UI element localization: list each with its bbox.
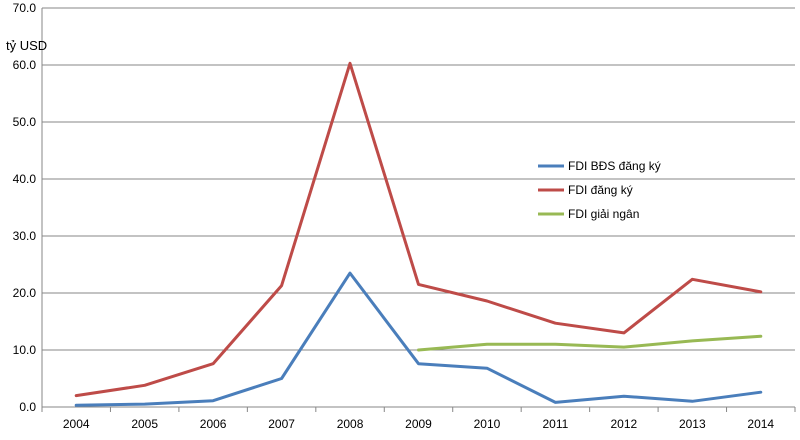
legend-label: FDI đăng ký xyxy=(568,183,633,197)
gridlines xyxy=(42,7,795,351)
y-tick-label: 20.0 xyxy=(13,286,37,300)
x-tick-label: 2013 xyxy=(679,417,706,431)
x-tick-label: 2004 xyxy=(63,417,90,431)
x-tick-label: 2012 xyxy=(611,417,638,431)
x-tick-label: 2005 xyxy=(131,417,158,431)
x-tick-label: 2006 xyxy=(200,417,227,431)
unit-label: tỷ USD xyxy=(6,38,47,53)
x-tick-label: 2007 xyxy=(268,417,295,431)
x-tick-label: 2008 xyxy=(337,417,364,431)
y-tick-label: 0.0 xyxy=(19,400,36,414)
y-tick-label: 70.0 xyxy=(13,1,37,15)
legend-label: FDI giải ngân xyxy=(568,207,639,221)
y-tick-label: 10.0 xyxy=(13,343,37,357)
axes xyxy=(41,8,796,412)
series-line-3 xyxy=(417,334,763,352)
y-tick-label: 50.0 xyxy=(13,115,37,129)
x-tick-label: 2011 xyxy=(543,417,569,431)
y-tick-label: 60.0 xyxy=(13,58,37,72)
series-line-2 xyxy=(74,61,763,398)
x-axis-ticks: 2004 2005 2006 2007 2008 2009 2010 2011 2012 2013… xyxy=(63,417,775,431)
series-lines xyxy=(74,61,763,407)
x-tick-label: 2009 xyxy=(405,417,432,431)
x-tick-label: 2014 xyxy=(747,417,774,431)
x-tick-label: 2010 xyxy=(474,417,501,431)
y-tick-label: 40.0 xyxy=(13,172,37,186)
legend: FDI BĐS đăng ký FDI đăng ký FDI giải ngân xyxy=(538,159,661,221)
y-tick-label: 30.0 xyxy=(13,229,37,243)
legend-label: FDI BĐS đăng ký xyxy=(568,159,661,173)
y-axis-ticks: 0.0 10.0 20.0 30.0 40.0 50.0 60.0 70.0 xyxy=(13,1,37,414)
series-line-1 xyxy=(74,271,763,407)
